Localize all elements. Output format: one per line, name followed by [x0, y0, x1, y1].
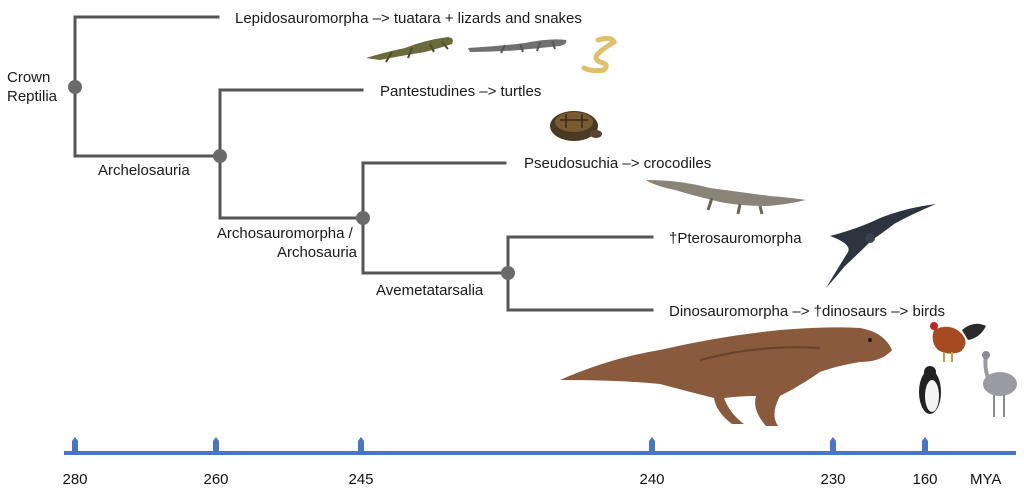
label-crown-reptilia: Crown Reptilia	[7, 69, 58, 105]
branch-pseudosuchia	[361, 161, 507, 220]
tip-pseudosuchia: Pseudosuchia –> crocodiles	[524, 155, 711, 172]
timeline-tick-mark	[72, 437, 78, 453]
tyrannosaur-illustration	[560, 327, 892, 426]
timeline-tick-mark	[358, 437, 364, 453]
timeline-unit: MYA	[970, 471, 1001, 488]
tuatara-illustration	[366, 37, 453, 63]
tip-lepidosauromorpha: Lepidosauromorpha –> tuatara + lizards a…	[235, 10, 582, 27]
tip-dinosauromorpha: Dinosauromorpha –> †dinosaurs –> birds	[669, 303, 945, 320]
rhea-illustration	[982, 351, 1017, 417]
branch-avemetatarsalia-stem	[361, 216, 510, 275]
branch-pterosauromorpha	[506, 235, 654, 275]
rooster-illustration	[930, 322, 986, 362]
label-archosauromorpha-line2: Archosauria	[277, 244, 358, 261]
lizard-illustration	[468, 39, 567, 54]
label-avemetatarsalia: Avemetatarsalia	[376, 282, 484, 299]
branch-pantestudines	[218, 88, 364, 158]
node-crown-reptilia	[68, 80, 82, 94]
timeline-tick-label: 230	[820, 471, 845, 488]
branch-dinosauromorpha	[506, 271, 654, 312]
timeline-tick-mark	[649, 437, 655, 453]
penguin-illustration	[919, 366, 941, 414]
branch-lepidosauromorpha	[73, 15, 220, 89]
label-archosauromorpha-line1: Archosauromorpha /	[217, 225, 354, 242]
node-archelosauria	[213, 149, 227, 163]
pterosaur-illustration	[826, 204, 936, 288]
label-archelosauria: Archelosauria	[98, 162, 190, 179]
timeline-axis: 280 260 245 240 230 160 MYA	[62, 437, 1016, 488]
timeline-tick-label: 260	[203, 471, 228, 488]
label-crown-reptilia-line2: Reptilia	[7, 88, 58, 105]
tip-pterosauromorpha: †Pterosauromorpha	[669, 230, 802, 247]
timeline-tick-marks	[72, 437, 928, 453]
node-archosauromorpha	[356, 211, 370, 225]
timeline-tick-label: 160	[912, 471, 937, 488]
timeline-tick-mark	[830, 437, 836, 453]
crocodile-illustration	[646, 180, 806, 215]
timeline-tick-labels: 280 260 245 240 230 160	[62, 471, 937, 488]
tip-pantestudines: Pantestudines –> turtles	[380, 83, 541, 100]
timeline-tick-label: 245	[348, 471, 373, 488]
branch-archosauromorpha-stem	[218, 154, 365, 220]
snake-illustration	[581, 35, 618, 74]
turtle-illustration	[550, 111, 602, 141]
label-crown-reptilia-line1: Crown	[7, 69, 50, 86]
label-archosauromorpha: Archosauromorpha / Archosauria	[217, 225, 358, 261]
timeline-tick-mark	[922, 437, 928, 453]
node-avemetatarsalia	[501, 266, 515, 280]
timeline-tick-mark	[213, 437, 219, 453]
tree-branches	[73, 15, 654, 312]
tree-nodes	[68, 80, 515, 280]
branch-archelosauria-stem	[73, 85, 222, 158]
timeline-tick-label: 240	[639, 471, 664, 488]
timeline-tick-label: 280	[62, 471, 87, 488]
